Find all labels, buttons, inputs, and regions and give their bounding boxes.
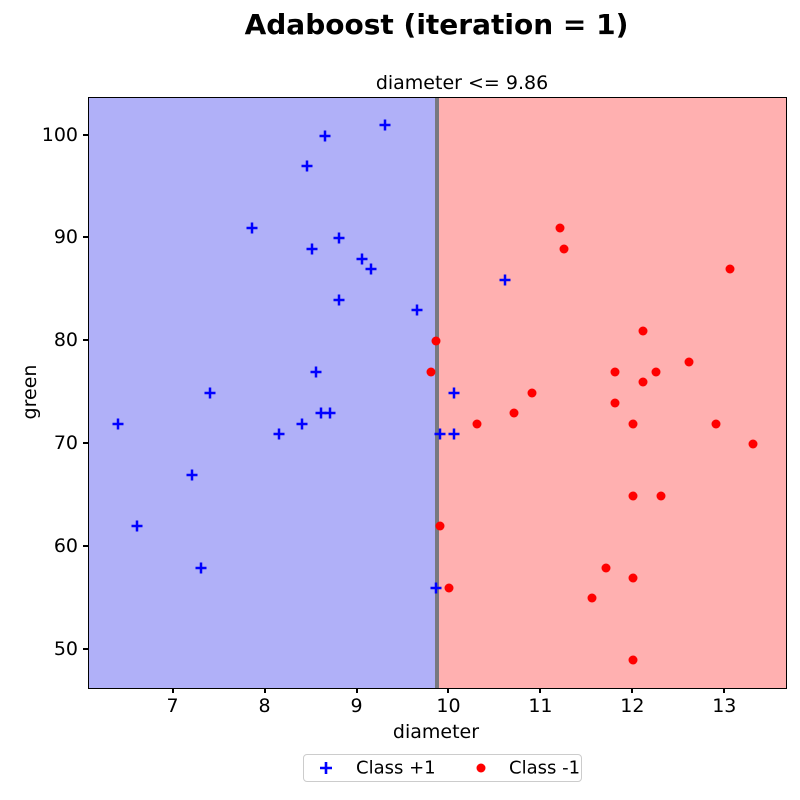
x-tick-label: 7 bbox=[166, 695, 179, 717]
scatter-point-class-minus bbox=[559, 244, 569, 254]
x-tick-mark bbox=[723, 688, 726, 693]
y-axis-label: green bbox=[19, 364, 41, 420]
scatter-point-class-minus bbox=[587, 593, 597, 603]
x-tick-mark bbox=[263, 688, 266, 693]
scatter-point-class-plus bbox=[314, 407, 327, 420]
scatter-point-class-plus bbox=[112, 417, 125, 430]
y-tick-mark bbox=[83, 647, 88, 650]
scatter-point-class-plus bbox=[448, 386, 461, 399]
scatter-point-class-plus bbox=[305, 242, 318, 255]
plot-area bbox=[88, 97, 787, 689]
scatter-point-class-plus bbox=[245, 222, 258, 235]
scatter-point-class-minus bbox=[638, 326, 648, 336]
scatter-point-class-minus bbox=[555, 223, 565, 233]
scatter-point-class-minus bbox=[435, 521, 445, 531]
y-tick-label: 60 bbox=[53, 535, 78, 558]
scatter-point-class-minus bbox=[628, 655, 638, 665]
scatter-point-class-plus bbox=[296, 417, 309, 430]
scatter-point-class-plus bbox=[195, 561, 208, 574]
scatter-point-class-minus bbox=[472, 419, 482, 429]
scatter-point-class-plus bbox=[273, 427, 286, 440]
scatter-point-class-plus bbox=[379, 119, 392, 132]
scatter-point-class-minus bbox=[431, 336, 441, 346]
y-tick-mark bbox=[83, 545, 88, 548]
scatter-point-class-plus bbox=[448, 427, 461, 440]
scatter-point-class-minus bbox=[711, 419, 721, 429]
scatter-point-class-minus bbox=[628, 419, 638, 429]
scatter-point-class-minus bbox=[656, 491, 666, 501]
scatter-point-class-minus bbox=[527, 388, 537, 398]
scatter-point-class-minus bbox=[684, 357, 694, 367]
region-class-minus bbox=[436, 98, 786, 688]
y-tick-label: 50 bbox=[53, 637, 78, 660]
legend-label-class-minus: Class -1 bbox=[509, 757, 581, 779]
scatter-point-class-plus bbox=[429, 582, 442, 595]
scatter-point-class-plus bbox=[185, 469, 198, 482]
scatter-point-class-minus bbox=[509, 408, 519, 418]
legend-dot-icon bbox=[476, 763, 486, 773]
y-tick-mark bbox=[83, 236, 88, 239]
x-tick-mark bbox=[631, 688, 634, 693]
region-class-plus bbox=[89, 98, 437, 688]
chart-title: Adaboost (iteration = 1) bbox=[244, 8, 629, 41]
scatter-point-class-minus bbox=[601, 563, 611, 573]
scatter-point-class-minus bbox=[610, 367, 620, 377]
scatter-point-class-minus bbox=[444, 583, 454, 593]
x-tick-label: 10 bbox=[436, 695, 461, 717]
y-tick-label: 70 bbox=[53, 432, 78, 455]
scatter-point-class-plus bbox=[498, 273, 511, 286]
x-tick-label: 9 bbox=[350, 695, 363, 717]
scatter-point-class-plus bbox=[365, 263, 378, 276]
y-tick-label: 80 bbox=[53, 329, 78, 352]
scatter-point-class-plus bbox=[300, 160, 313, 173]
scatter-point-class-plus bbox=[310, 366, 323, 379]
x-axis-label: diameter bbox=[392, 721, 480, 743]
y-tick-mark bbox=[83, 442, 88, 445]
x-tick-label: 11 bbox=[528, 695, 553, 717]
scatter-point-class-plus bbox=[130, 520, 143, 533]
scatter-point-class-plus bbox=[204, 386, 217, 399]
decision-boundary-line bbox=[434, 98, 439, 688]
y-tick-mark bbox=[83, 133, 88, 136]
x-tick-mark bbox=[447, 688, 450, 693]
x-tick-label: 13 bbox=[712, 695, 737, 717]
scatter-point-class-plus bbox=[323, 407, 336, 420]
scatter-point-class-plus bbox=[333, 294, 346, 307]
y-tick-mark bbox=[83, 339, 88, 342]
scatter-point-class-minus bbox=[426, 367, 436, 377]
scatter-point-class-minus bbox=[610, 398, 620, 408]
scatter-point-class-plus bbox=[434, 427, 447, 440]
scatter-point-class-minus bbox=[638, 377, 648, 387]
scatter-point-class-minus bbox=[628, 573, 638, 583]
scatter-point-class-plus bbox=[411, 304, 424, 317]
y-tick-label: 100 bbox=[41, 123, 78, 146]
decision-rule-annotation: diameter <= 9.86 bbox=[375, 72, 549, 94]
legend-plus-icon bbox=[319, 761, 334, 776]
scatter-point-class-minus bbox=[748, 439, 758, 449]
scatter-point-class-plus bbox=[356, 253, 369, 266]
scatter-point-class-minus bbox=[628, 491, 638, 501]
legend: Class +1 Class -1 bbox=[303, 754, 582, 782]
scatter-point-class-minus bbox=[651, 367, 661, 377]
y-tick-label: 90 bbox=[53, 226, 78, 249]
legend-label-class-plus: Class +1 bbox=[356, 757, 436, 779]
scatter-point-class-plus bbox=[319, 129, 332, 142]
scatter-point-class-plus bbox=[333, 232, 346, 245]
x-tick-label: 12 bbox=[620, 695, 645, 717]
x-tick-label: 8 bbox=[258, 695, 271, 717]
x-tick-mark bbox=[171, 688, 174, 693]
scatter-point-class-minus bbox=[725, 264, 735, 274]
x-tick-mark bbox=[355, 688, 358, 693]
x-tick-mark bbox=[539, 688, 542, 693]
